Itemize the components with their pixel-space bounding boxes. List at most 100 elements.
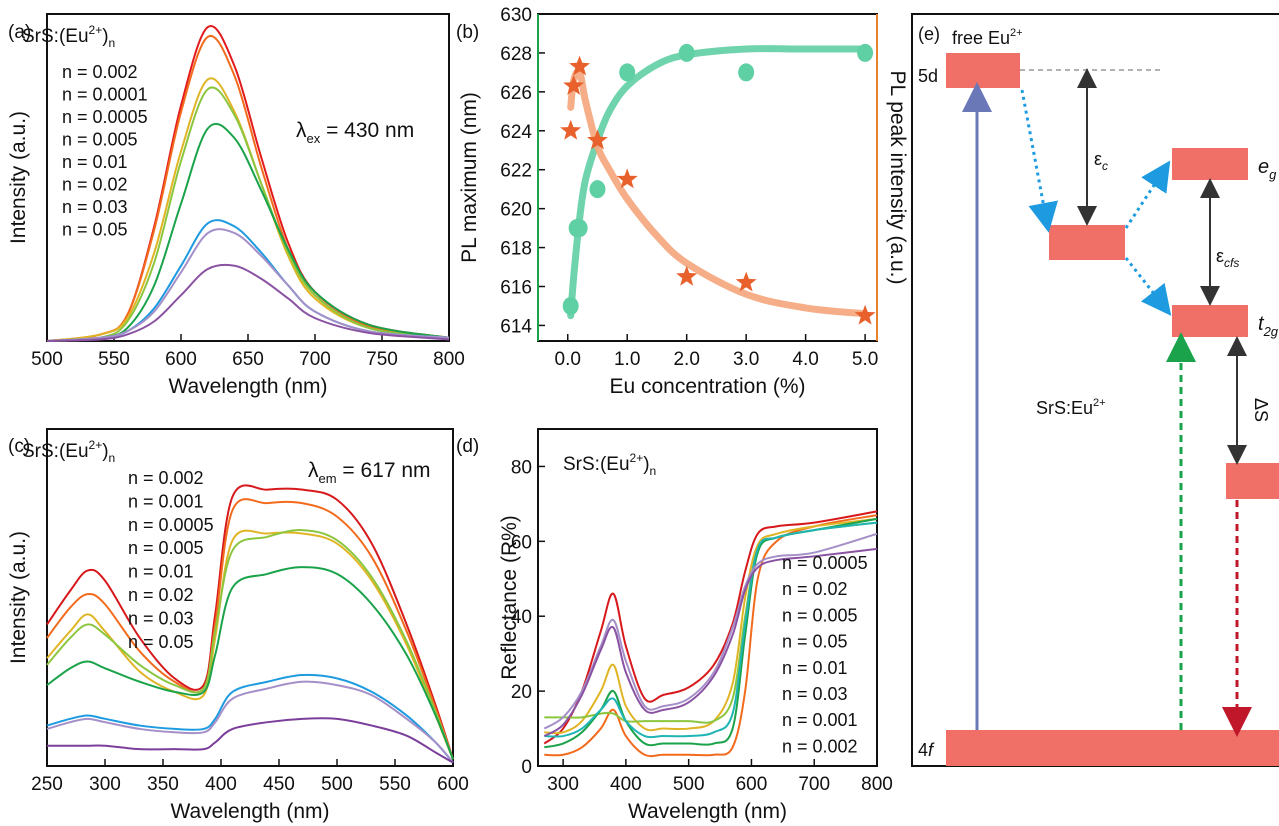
series-line-1 bbox=[543, 510, 878, 745]
data-point-circle bbox=[738, 63, 755, 82]
legend-entry: n = 0.002 bbox=[62, 62, 138, 82]
data-point-circle bbox=[857, 43, 874, 62]
data-point-star bbox=[676, 265, 698, 286]
chart-panel-b: (b) 0.0 1.0 2.0 3.0 4.0 5.0 Eu concentration (%… bbox=[456, 5, 909, 398]
series-line-4 bbox=[46, 529, 454, 760]
legend-entry: n = 0.02 bbox=[128, 585, 194, 605]
y-tick-label: 614 bbox=[500, 316, 532, 337]
level-4f bbox=[946, 730, 1279, 766]
data-point-circle bbox=[589, 180, 606, 199]
y-tick-label: 40 bbox=[511, 607, 532, 628]
y-tick-label: 630 bbox=[500, 5, 532, 26]
series-line-8 bbox=[46, 263, 450, 342]
label-eps-cfs: εcfs bbox=[1216, 246, 1239, 270]
data-point-circle bbox=[678, 43, 695, 62]
y-axis-label: Intensity (a.u.) bbox=[7, 111, 30, 244]
legend-entry: n = 0.002 bbox=[782, 736, 858, 756]
y-tick-label: 616 bbox=[500, 278, 532, 299]
y-axis-label-right: PL peak intensity (a.u.) bbox=[886, 71, 909, 285]
series-line-6 bbox=[46, 673, 454, 764]
legend-entry: n = 0.0005 bbox=[782, 553, 868, 573]
x-tick-label: 500 bbox=[31, 349, 63, 370]
series-line-7 bbox=[46, 680, 454, 764]
x-axis-label: Wavelength (nm) bbox=[628, 800, 787, 823]
x-tick-label: 0.0 bbox=[555, 349, 581, 370]
x-tick-label: 2.0 bbox=[673, 349, 699, 370]
panel-label: (a) bbox=[8, 22, 31, 43]
panel-label: (c) bbox=[8, 436, 30, 457]
y-tick-label: 20 bbox=[511, 682, 532, 703]
series-line-4 bbox=[46, 86, 450, 342]
data-point-star bbox=[569, 55, 591, 76]
y-tick-label: 622 bbox=[500, 161, 532, 182]
label-t2g: t2g bbox=[1258, 313, 1279, 339]
series-line-2 bbox=[544, 514, 878, 758]
y-tick-label: 624 bbox=[500, 122, 532, 143]
free-eu-label: free Eu2+ bbox=[952, 27, 1023, 48]
x-tick-label: 700 bbox=[299, 349, 331, 370]
fit-curve-2 bbox=[567, 67, 869, 318]
label-eps-c: εc bbox=[1094, 149, 1108, 173]
x-tick-label: 600 bbox=[736, 774, 768, 795]
plot-frame bbox=[537, 428, 878, 767]
x-tick-label: 1.0 bbox=[614, 349, 640, 370]
legend-entry: n = 0.05 bbox=[128, 632, 194, 652]
x-tick-label: 250 bbox=[31, 774, 63, 795]
data-point-star bbox=[854, 304, 876, 325]
y-tick-label: 620 bbox=[500, 200, 532, 221]
excitation-annotation: λem = 617 nm bbox=[308, 459, 431, 486]
x-tick-label: 400 bbox=[610, 774, 642, 795]
data-point-circle bbox=[562, 296, 579, 315]
legend-entry: n = 0.03 bbox=[128, 608, 194, 628]
x-tick-label: 700 bbox=[798, 774, 830, 795]
diagram-frame bbox=[911, 13, 1279, 767]
series-line-8 bbox=[47, 717, 454, 764]
y-tick-label: 60 bbox=[511, 532, 532, 553]
x-tick-label: 550 bbox=[98, 349, 130, 370]
legend-entry: n = 0.001 bbox=[128, 491, 204, 511]
legend-entry: n = 0.01 bbox=[62, 152, 128, 172]
x-axis-label: Eu concentration (%) bbox=[609, 375, 805, 398]
series-line-1 bbox=[46, 484, 454, 760]
x-tick-label: 300 bbox=[547, 774, 579, 795]
level-5d bbox=[946, 53, 1020, 88]
x-tick-label: 600 bbox=[437, 774, 469, 795]
legend-entry: n = 0.002 bbox=[128, 468, 204, 488]
y-axis-label: Reflectance (R%) bbox=[498, 515, 521, 680]
x-tick-label: 600 bbox=[165, 349, 197, 370]
series-line-5 bbox=[46, 566, 454, 760]
panel-label-e: (e) bbox=[918, 24, 940, 44]
series-line-3 bbox=[544, 517, 878, 735]
series-line-7 bbox=[46, 228, 450, 342]
x-axis-label: Wavelength (nm) bbox=[168, 375, 327, 398]
legend-entry: n = 0.03 bbox=[62, 197, 128, 217]
label-4f: 4f bbox=[918, 740, 935, 760]
series-line-8 bbox=[543, 547, 878, 737]
x-tick-label: 500 bbox=[673, 774, 705, 795]
chart-panel-a: (a) 500 550 600 650 700 750 800 Wavelength (nm) I… bbox=[7, 13, 465, 398]
series-line-5 bbox=[544, 517, 878, 749]
x-tick-label: 4.0 bbox=[792, 349, 818, 370]
y-tick-label: 618 bbox=[500, 239, 532, 260]
data-point-star bbox=[563, 75, 585, 95]
relax-arrow-3 bbox=[1124, 257, 1172, 316]
label-5d: 5d bbox=[918, 66, 938, 86]
energy-level-diagram: (e) free Eu2+ 5d 4f eg t2g εc εcfs ΔS Sr… bbox=[911, 13, 1279, 767]
panel-label: (d) bbox=[456, 436, 479, 457]
x-tick-label: 750 bbox=[366, 349, 398, 370]
x-tick-label: 350 bbox=[147, 774, 179, 795]
label-delta-s: ΔS bbox=[1251, 398, 1271, 422]
x-tick-label: 650 bbox=[232, 349, 264, 370]
series-line-6 bbox=[544, 521, 878, 739]
legend-entry: n = 0.05 bbox=[782, 632, 848, 652]
level-stokes bbox=[1226, 463, 1279, 499]
legend-entry: n = 0.005 bbox=[62, 130, 138, 150]
x-tick-label: 550 bbox=[379, 774, 411, 795]
legend-entry: n = 0.01 bbox=[128, 562, 194, 582]
x-tick-label: 450 bbox=[263, 774, 295, 795]
data-point-circle bbox=[571, 219, 588, 238]
inset-title: SrS:(Eu2+)n bbox=[563, 451, 656, 478]
legend-entry: n = 0.001 bbox=[782, 710, 858, 730]
